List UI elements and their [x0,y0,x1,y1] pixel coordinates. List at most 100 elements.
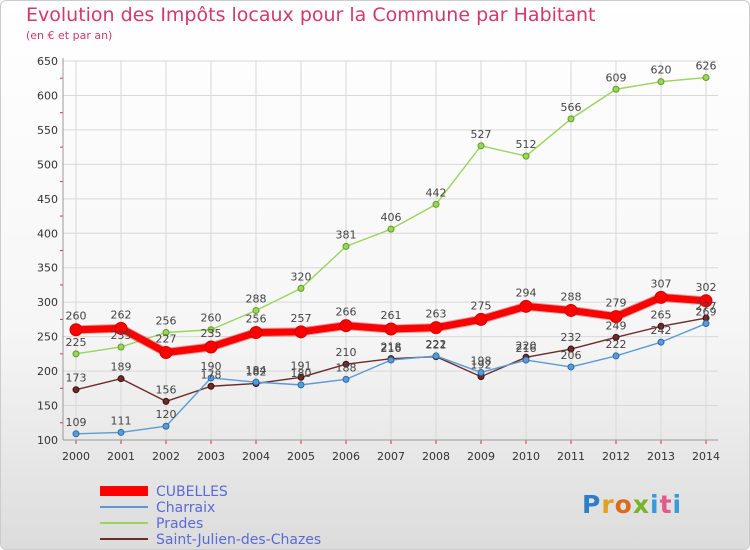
data-label: 288 [246,292,267,305]
data-point [162,397,170,405]
data-label: 249 [606,319,627,332]
data-point [567,115,575,123]
data-point [522,356,530,364]
data-point [612,352,620,360]
x-tick-label: 2003 [197,450,225,463]
data-label: 266 [336,306,357,319]
data-point [432,352,440,360]
y-tick-label: 250 [37,331,58,344]
data-point [474,312,488,326]
data-label: 512 [516,138,537,151]
data-label: 265 [651,308,672,321]
data-label: 216 [381,342,402,355]
data-label: 277 [696,300,717,313]
data-point [207,374,215,382]
data-label: 275 [471,299,492,312]
data-label: 178 [201,368,222,381]
data-point [342,375,350,383]
x-tick-label: 2006 [332,450,360,463]
data-point [249,326,263,340]
data-label: 221 [426,339,447,352]
data-point [69,323,83,337]
y-tick-label: 450 [37,193,58,206]
data-label: 111 [111,414,132,427]
data-point [702,320,710,328]
y-tick-label: 200 [37,365,58,378]
data-label: 609 [606,71,627,84]
data-label: 294 [516,286,537,299]
x-tick-label: 2011 [557,450,585,463]
data-label: 173 [66,372,87,385]
data-point [429,321,443,335]
logo-letter: i [650,490,660,519]
x-tick-label: 2008 [422,450,450,463]
legend-label: CUBELLES [156,484,228,500]
logo-letter: o [614,490,633,519]
data-point [117,375,125,383]
data-label: 256 [246,313,267,326]
data-label: 225 [66,336,87,349]
data-label: 182 [246,365,267,378]
data-point [117,428,125,436]
y-tick-label: 400 [37,227,58,240]
data-point [297,373,305,381]
data-label: 218 [381,341,402,354]
data-label: 222 [606,338,627,351]
y-tick-label: 150 [37,400,58,413]
data-point [567,345,575,353]
data-label: 242 [651,324,672,337]
data-label: 320 [291,270,312,283]
data-point [387,225,395,233]
data-label: 288 [561,290,582,303]
data-label: 198 [471,354,492,367]
data-label: 190 [201,360,222,373]
y-tick-label: 500 [37,158,58,171]
x-tick-label: 2014 [692,450,720,463]
proxiti-logo: Proxiti [582,490,682,519]
legend-label: Prades [156,516,203,532]
data-label: 232 [561,331,582,344]
data-point [657,338,665,346]
data-label: 184 [246,364,267,377]
chart-title: Evolution des Impôts locaux pour la Comm… [26,4,596,26]
data-point [567,363,575,371]
data-point [72,386,80,394]
data-point [252,306,260,314]
data-point [564,303,578,317]
data-label: 220 [516,339,537,352]
x-tick-label: 2002 [152,450,180,463]
legend-label: Charraix [156,500,215,516]
data-label: 269 [696,306,717,319]
data-label: 381 [336,228,357,241]
chart-subtitle: (en € et par an) [26,29,113,42]
x-tick-label: 2001 [107,450,135,463]
data-point [72,350,80,358]
data-point [162,422,170,430]
data-point [294,325,308,339]
x-tick-label: 2005 [287,450,315,463]
logo-letter: t [659,490,673,519]
data-label: 442 [426,186,447,199]
data-point [162,329,170,337]
data-label: 263 [426,308,447,321]
data-label: 191 [291,359,312,372]
data-label: 235 [111,329,132,342]
data-label: 406 [381,211,402,224]
legend-label: Saint-Julien-des-Chazes [156,532,321,548]
data-label: 307 [651,277,672,290]
logo-letter: r [601,490,615,519]
data-point [342,360,350,368]
data-point [609,310,623,324]
data-label: 235 [201,327,222,340]
data-point [72,430,80,438]
data-label: 222 [426,338,447,351]
y-tick-label: 550 [37,124,58,137]
data-point [117,343,125,351]
data-label: 620 [651,64,672,77]
x-tick-label: 2004 [242,450,270,463]
logo-letter: i [672,490,683,519]
data-point [384,322,398,336]
data-label: 188 [336,361,357,374]
data-point [297,381,305,389]
